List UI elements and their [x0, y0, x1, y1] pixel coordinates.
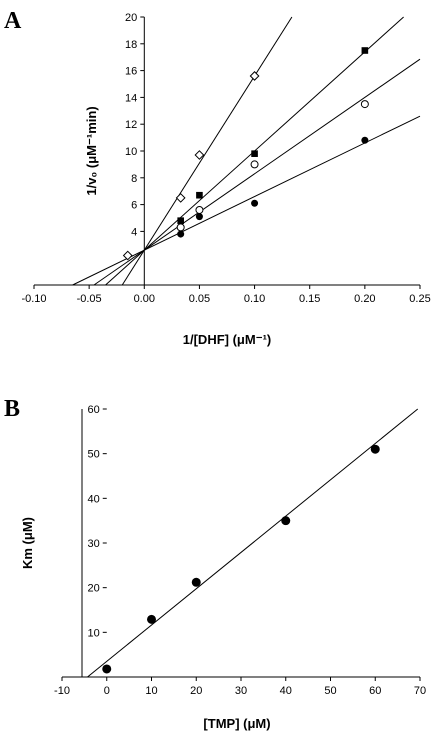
panel-a-point-open-circle [360, 100, 369, 109]
panel-a-x-tick-label: 0.15 [299, 293, 320, 305]
panel-b-point-filled-circle [102, 664, 112, 674]
panel-a-point-filled-square [177, 217, 184, 224]
panel-b-y-tick-label: 30 [88, 538, 100, 550]
panel-a-point-filled-circle [251, 199, 259, 207]
panel-b-x-tick-label: 0 [104, 685, 110, 697]
panel-b-y-tick-label: 50 [88, 449, 100, 461]
panel-b-y-axis-title: Km (μM) [20, 517, 35, 569]
panel-b-x-tick-label: 10 [145, 685, 157, 697]
panel-a-point-filled-circle [195, 213, 203, 221]
panel-a-y-tick-label: 8 [131, 173, 137, 185]
panel-a-y-tick-label: 4 [131, 226, 137, 238]
panel-b-fit-line-1 [87, 408, 419, 678]
panel-b-x-tick-labels: -10 0 10 20 30 40 50 60 70 [54, 677, 426, 697]
panel-a-y-tick-label: 20 [125, 12, 137, 24]
panel-a-x-tick-label: -0.05 [77, 293, 102, 305]
panel-a-chart: A -0.10 -0.05 0.00 0.05 0.10 0.15 0.20 0.25 4 6 8… [4, 8, 431, 347]
panel-a-point-filled-circle [361, 136, 369, 144]
panel-a-x-tick-label: 0.05 [189, 293, 210, 305]
panel-b-x-tick-label: 30 [235, 685, 247, 697]
panel-a-x-tick-label: -0.10 [21, 293, 46, 305]
panel-b-x-axis-title: [TMP] (μM) [203, 716, 270, 731]
panel-a-y-tick-label: 10 [125, 146, 137, 158]
panel-a-point-open-diamond [249, 71, 260, 81]
panel-a-point-open-diamond [122, 250, 133, 261]
panel-a-point-open-circle [250, 160, 259, 169]
panel-a-fit-line-1 [121, 16, 293, 286]
panel-a-y-tick-labels: 4 6 8 10 12 14 16 18 20 [125, 12, 145, 238]
panel-a-y-tick-label: 12 [125, 119, 137, 131]
panel-b-x-tick-label: 60 [369, 685, 381, 697]
panel-b-chart: B -10 0 10 20 30 40 50 60 70 10 20 30 40 50 60 [TMP] … [4, 396, 426, 731]
panel-a-fit-line-3 [93, 58, 421, 286]
panel-a-point-open-diamond [194, 150, 205, 160]
panel-b-fit-lines [87, 408, 419, 678]
panel-a-x-tick-label: 0.25 [409, 293, 430, 305]
panel-b-x-tick-label: 20 [190, 685, 202, 697]
panel-a-point-open-circle [195, 205, 204, 214]
panel-b-y-tick-labels: 10 20 30 40 50 60 [88, 404, 107, 639]
panel-b-x-tick-label: 70 [414, 685, 426, 697]
panel-a-x-tick-label: 0.00 [134, 293, 155, 305]
panel-a-point-filled-square [251, 150, 258, 157]
panel-a-point-filled-circle [177, 230, 185, 238]
panel-b-x-tick-label: -10 [54, 685, 70, 697]
panel-b-label: B [4, 396, 20, 422]
panel-a-x-tick-label: 0.20 [354, 293, 375, 305]
panel-b-y-tick-label: 20 [88, 583, 100, 595]
panel-a-x-axis-title: 1/[DHF] (μM⁻¹) [183, 332, 271, 347]
panel-a-point-open-diamond [175, 192, 186, 203]
panel-b-point-filled-circle [191, 577, 201, 587]
panel-a-point-open-circle [176, 223, 185, 232]
panel-b-point-filled-circle [281, 516, 291, 526]
panel-a-y-tick-label: 6 [131, 200, 137, 212]
panel-a-label: A [4, 8, 22, 34]
panel-b-y-tick-label: 40 [88, 493, 100, 505]
panel-b-data-points [102, 444, 380, 674]
panel-b-x-tick-label: 50 [324, 685, 336, 697]
panel-a-x-tick-labels: -0.10 -0.05 0.00 0.05 0.10 0.15 0.20 0.25 [21, 285, 431, 305]
panel-b-x-tick-label: 40 [280, 685, 292, 697]
panel-a-y-tick-label: 18 [125, 39, 137, 51]
panel-a-data-points [122, 47, 369, 261]
panel-b-point-filled-circle [147, 614, 156, 624]
panel-b-point-filled-circle [370, 444, 380, 454]
panel-a-y-tick-label: 16 [125, 66, 137, 78]
panel-a-y-tick-label: 14 [125, 92, 137, 104]
panel-b-y-tick-label: 10 [88, 627, 100, 639]
panel-a-y-axis-title: 1/v₀ (μM⁻¹min) [84, 106, 99, 195]
panel-a-point-filled-square [361, 47, 369, 54]
panel-a-x-tick-label: 0.10 [244, 293, 265, 305]
panel-a-point-filled-square [196, 191, 203, 199]
panel-b-y-tick-label: 60 [88, 404, 100, 416]
